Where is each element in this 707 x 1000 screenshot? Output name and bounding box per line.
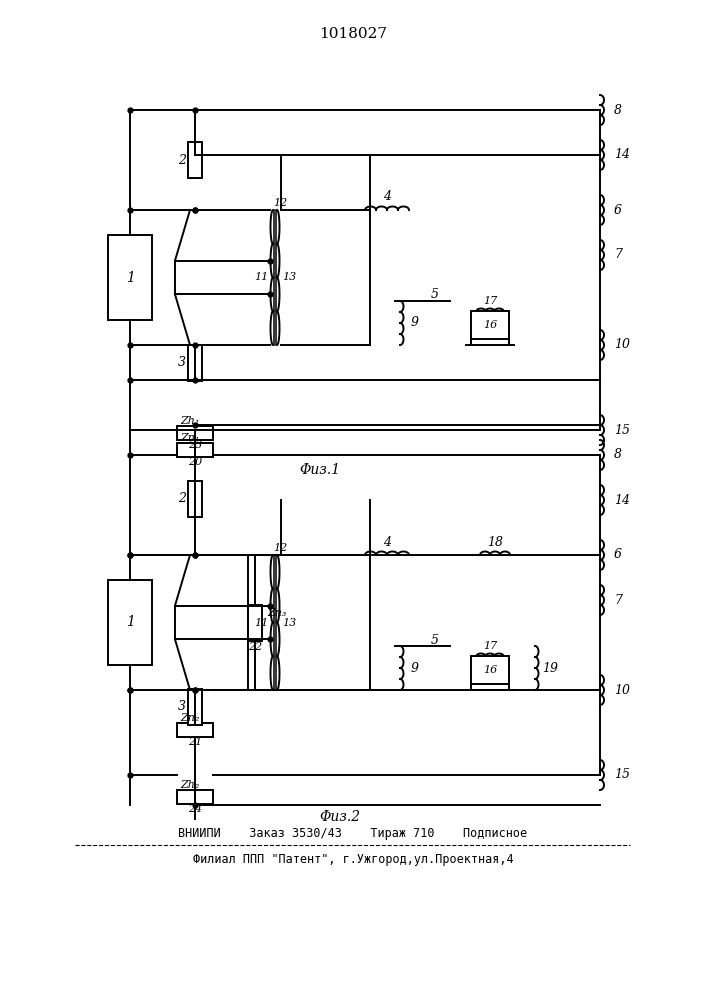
Text: 17: 17 <box>483 296 497 306</box>
Text: 10: 10 <box>614 684 630 696</box>
Text: 20: 20 <box>188 457 202 467</box>
Text: 7: 7 <box>614 248 622 261</box>
Text: 9: 9 <box>411 316 419 330</box>
Bar <box>188 481 202 517</box>
Text: 4: 4 <box>383 190 391 204</box>
Text: 6: 6 <box>614 548 622 562</box>
Text: 13: 13 <box>282 617 296 628</box>
Text: 18: 18 <box>487 536 503 548</box>
Text: 1: 1 <box>126 615 134 630</box>
Text: 14: 14 <box>614 148 630 161</box>
Text: 11: 11 <box>254 272 268 282</box>
Bar <box>108 580 152 665</box>
Text: Филиал ППП "Патент", г.Ужгород,ул.Проектная,4: Филиал ППП "Патент", г.Ужгород,ул.Проект… <box>193 854 513 866</box>
Text: 16: 16 <box>483 665 497 675</box>
Bar <box>177 723 213 737</box>
Text: 8: 8 <box>614 104 622 116</box>
Text: Φиз.2: Φиз.2 <box>320 810 361 824</box>
Text: 1: 1 <box>126 270 134 284</box>
Bar <box>188 344 202 380</box>
Text: 24: 24 <box>188 804 202 814</box>
Text: 16: 16 <box>483 320 497 330</box>
Bar <box>188 688 202 724</box>
Text: 12: 12 <box>273 198 287 208</box>
Text: 17: 17 <box>483 641 497 651</box>
Text: 22: 22 <box>248 642 262 652</box>
Text: 11: 11 <box>254 617 268 628</box>
Text: 3: 3 <box>178 356 186 369</box>
Text: 6: 6 <box>614 204 622 217</box>
Bar <box>108 235 152 320</box>
Text: ВНИИПИ    Заказ 3530/43    Тираж 710    Подписное: ВНИИПИ Заказ 3530/43 Тираж 710 Подписное <box>178 826 527 840</box>
Text: 21: 21 <box>188 737 202 747</box>
Text: 4: 4 <box>383 536 391 548</box>
Text: 13: 13 <box>282 272 296 282</box>
Text: 5: 5 <box>431 288 439 302</box>
Text: 14: 14 <box>614 493 630 506</box>
Bar <box>177 426 213 440</box>
Text: Zh₁: Zh₁ <box>180 416 199 426</box>
Bar <box>248 604 262 641</box>
Text: 2: 2 <box>178 492 186 506</box>
Bar <box>188 142 202 178</box>
Text: 7: 7 <box>614 593 622 606</box>
Text: Zn₁: Zn₁ <box>180 433 199 443</box>
Bar <box>177 443 213 457</box>
Text: Φиз.1: Φиз.1 <box>300 463 341 477</box>
Text: 3: 3 <box>178 700 186 713</box>
Text: 12: 12 <box>273 543 287 553</box>
Text: 1018027: 1018027 <box>319 27 387 41</box>
Text: Zn₃: Zn₃ <box>267 607 286 617</box>
Text: 23: 23 <box>188 440 202 450</box>
Text: 15: 15 <box>614 424 630 436</box>
Text: 2: 2 <box>178 153 186 166</box>
Text: 15: 15 <box>614 768 630 782</box>
Text: 10: 10 <box>614 338 630 352</box>
Text: Zn₂: Zn₂ <box>180 713 199 723</box>
Text: 9: 9 <box>411 662 419 674</box>
Text: Zh₂: Zh₂ <box>180 780 199 790</box>
Text: 19: 19 <box>542 662 558 674</box>
Bar <box>471 311 509 339</box>
Text: 8: 8 <box>614 448 622 462</box>
Bar <box>471 656 509 684</box>
Text: 5: 5 <box>431 634 439 647</box>
Bar <box>177 790 213 804</box>
